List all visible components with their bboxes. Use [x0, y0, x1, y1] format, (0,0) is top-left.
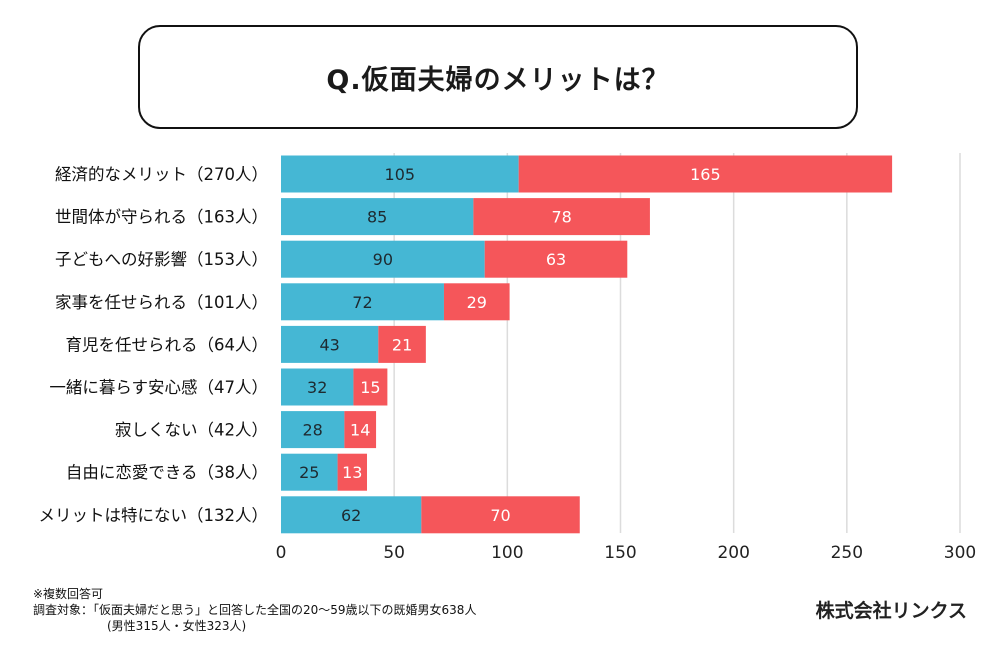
bar-value-label: 29 [467, 293, 487, 312]
bar-segment-male [281, 155, 519, 193]
bar-segment-male [281, 240, 485, 278]
x-tick-label: 50 [383, 543, 405, 563]
x-tick-label: 0 [276, 543, 287, 563]
category-label: 自由に恋愛できる（38人） [66, 462, 268, 482]
bar-segment-female [421, 496, 580, 534]
bar-segment-male [281, 198, 474, 236]
note-respondent-breakdown: (男性315人・女性323人) [107, 619, 247, 633]
x-tick-label: 200 [717, 543, 749, 563]
x-tick-label: 300 [944, 543, 976, 563]
bar-segment-male [281, 283, 444, 321]
note-survey-target: 調査対象：「仮面夫婦だと思う」と回答した全国の20〜59歳以下の既婚男女638人 [33, 603, 477, 617]
bar-segment-female [473, 198, 650, 236]
bar-value-label: 70 [490, 506, 510, 525]
category-label: メリットは特にない（132人） [39, 506, 269, 525]
bar-segment-male [281, 411, 345, 449]
bar-value-label: 21 [392, 335, 412, 354]
bar-segment-female [443, 283, 510, 321]
bar-value-label: 28 [303, 421, 323, 440]
category-label: 一緒に暮らす安心感（47人） [49, 378, 268, 397]
bar-value-label: 72 [352, 293, 372, 312]
category-label: 家事を任せられる（101人） [55, 293, 268, 312]
bar-segment-female [518, 155, 893, 193]
bar-segment-male [281, 368, 354, 406]
bar-segment-female [378, 325, 426, 363]
bar-value-label: 32 [307, 378, 327, 397]
bar-value-label: 85 [367, 208, 387, 227]
survey-notes: ※複数回答可 調査対象：「仮面夫婦だと思う」と回答した全国の20〜59歳以下の既… [33, 586, 476, 634]
bar-value-label: 14 [350, 421, 370, 440]
bar-value-label: 63 [546, 250, 566, 269]
x-tick-label: 150 [604, 543, 636, 563]
bar-segment-male [281, 325, 379, 363]
bar-value-label: 105 [385, 165, 416, 184]
bar-value-label: 13 [342, 463, 362, 482]
category-label: 子どもへの好影響（153人） [55, 250, 268, 269]
bar-value-label: 90 [373, 250, 393, 269]
note-multiple-answers: ※複数回答可 [33, 587, 104, 601]
bar-segment-male [281, 453, 338, 491]
bar-value-label: 43 [319, 335, 339, 354]
bar-segment-female [344, 411, 377, 449]
x-tick-label: 100 [491, 543, 523, 563]
x-tick-label: 250 [831, 543, 863, 563]
chart-title: Q.仮面夫婦のメリットは？ [138, 25, 858, 129]
bar-value-label: 165 [690, 165, 721, 184]
bar-segment-female [484, 240, 628, 278]
bar-value-label: 62 [341, 506, 361, 525]
category-label: 育児を任せられる（64人） [66, 335, 269, 354]
bar-segment-female [353, 368, 388, 406]
category-label: 世間体が守られる（163人） [55, 208, 268, 227]
bar-value-label: 15 [360, 378, 380, 397]
bar-value-label: 78 [551, 208, 571, 227]
company-name: 株式会社リンクス [815, 600, 967, 622]
bar-value-label: 25 [299, 463, 319, 482]
category-label: 寂しくない（42人） [115, 421, 268, 440]
bar-segment-female [337, 453, 368, 491]
bar-segment-male [281, 496, 422, 534]
category-label: 経済的なメリット（270人） [55, 165, 268, 184]
